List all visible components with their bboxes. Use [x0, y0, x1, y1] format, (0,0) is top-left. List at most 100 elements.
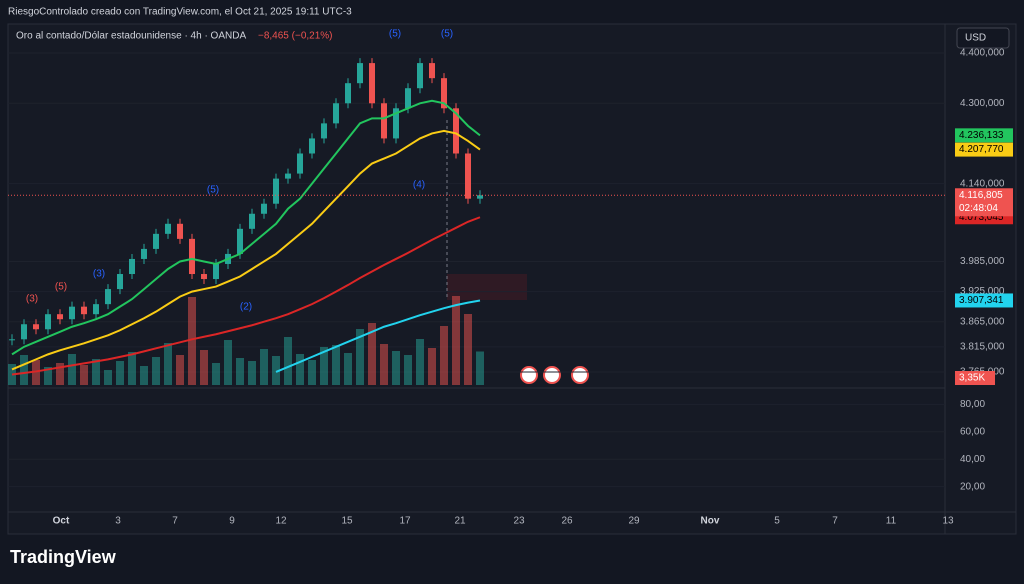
candle [45, 314, 51, 330]
x-tick-label: 17 [399, 516, 411, 527]
volume-bar [188, 297, 196, 385]
change: −8,465 (−0,21%) [258, 31, 333, 42]
candle [129, 258, 135, 275]
candle [105, 289, 111, 305]
wave-label: (5) [207, 185, 219, 196]
volume-bar [92, 359, 100, 385]
volume-bar [164, 343, 172, 385]
event-flags [520, 366, 589, 384]
volume-bar [104, 370, 112, 385]
candle [417, 63, 423, 89]
candle [93, 304, 99, 315]
candle [333, 103, 339, 124]
candle [153, 233, 159, 249]
y-tick-label: 3.985,000 [960, 256, 1005, 267]
x-tick-label: 23 [513, 516, 525, 527]
price-badge-label: 3.907,341 [959, 295, 1004, 306]
highlight-zone [447, 274, 527, 300]
candle [357, 63, 363, 84]
x-tick-label: 11 [886, 516, 897, 527]
candle [321, 123, 327, 139]
event-flag[interactable] [571, 366, 589, 384]
event-flag[interactable] [543, 366, 561, 384]
volume-bar [56, 363, 64, 385]
volume-bar [224, 340, 232, 385]
candle [33, 324, 39, 330]
candle [165, 223, 171, 234]
symbol: Oro al contado/Dólar estadounidense · 4h… [16, 31, 246, 42]
volume-bar [476, 351, 484, 385]
volume-bar [116, 361, 124, 385]
ma-line [275, 299, 481, 373]
volume-bar [464, 314, 472, 385]
y-tick-label: 4.140,000 [960, 178, 1005, 189]
x-tick-label: 5 [774, 516, 780, 527]
x-tick-label: 3 [115, 516, 121, 527]
x-tick-label: 9 [229, 516, 235, 527]
x-tick-label: 26 [561, 516, 573, 527]
wave-label: (5) [55, 282, 67, 293]
candle [297, 153, 303, 174]
candle [213, 263, 219, 280]
volume-bar [356, 329, 364, 385]
ma-line [11, 99, 481, 356]
volume-bar [308, 360, 316, 385]
candle [9, 339, 15, 341]
ma-line [11, 129, 481, 371]
attribution: RiesgoControlado creado con TradingView.… [8, 7, 352, 18]
volume-bar [248, 361, 256, 385]
candle [69, 306, 75, 320]
candle [249, 213, 255, 229]
candle [465, 153, 471, 199]
candle [21, 324, 27, 340]
volume-bar [152, 357, 160, 385]
volume-bar [128, 352, 136, 385]
x-tick-label: 21 [454, 516, 466, 527]
candle [453, 108, 459, 154]
y-tick-label: 3.815,000 [960, 341, 1005, 352]
currency-button[interactable] [956, 27, 1010, 49]
y-tick-label: 4.400,000 [960, 48, 1005, 59]
volume-bar [68, 354, 76, 385]
candle [261, 203, 267, 214]
candle [237, 228, 243, 254]
volume-bar [284, 337, 292, 385]
candle [381, 103, 387, 139]
candle [393, 108, 399, 139]
volume-bar [368, 323, 376, 385]
volume-bar [32, 360, 40, 385]
wave-label: (2) [240, 302, 252, 313]
candle [177, 223, 183, 239]
volume-bar [344, 353, 352, 385]
wave-label: (3) [93, 269, 105, 280]
currency[interactable]: USD [965, 33, 986, 44]
y-tick-label: 40,00 [960, 454, 985, 465]
y-tick-label: 3.925,000 [960, 286, 1005, 297]
candle [441, 78, 447, 109]
candle [309, 138, 315, 154]
y-tick-label: 20,00 [960, 481, 985, 492]
volume-bar [392, 351, 400, 385]
candle [429, 63, 435, 79]
current-price: 4.116,805 [959, 190, 1003, 201]
event-flag[interactable] [520, 366, 538, 384]
candle [81, 306, 87, 315]
candle [189, 238, 195, 275]
volume-badge [955, 371, 995, 385]
candle [273, 178, 279, 204]
volume-bar [404, 355, 412, 385]
x-tick-label: Nov [701, 516, 720, 527]
volume-bar [380, 344, 388, 385]
x-tick-label: 13 [942, 516, 954, 527]
ma-line [11, 216, 481, 376]
volume-bar [416, 339, 424, 385]
candle [405, 88, 411, 109]
y-tick-label: 4.300,000 [960, 98, 1005, 109]
x-tick-label: 15 [341, 516, 353, 527]
brand: TradingView [10, 547, 117, 567]
volume-bar [20, 355, 28, 385]
wave-label: (5) [441, 29, 453, 40]
countdown: 02:48:04 [959, 203, 998, 214]
volume-bar [176, 355, 184, 385]
